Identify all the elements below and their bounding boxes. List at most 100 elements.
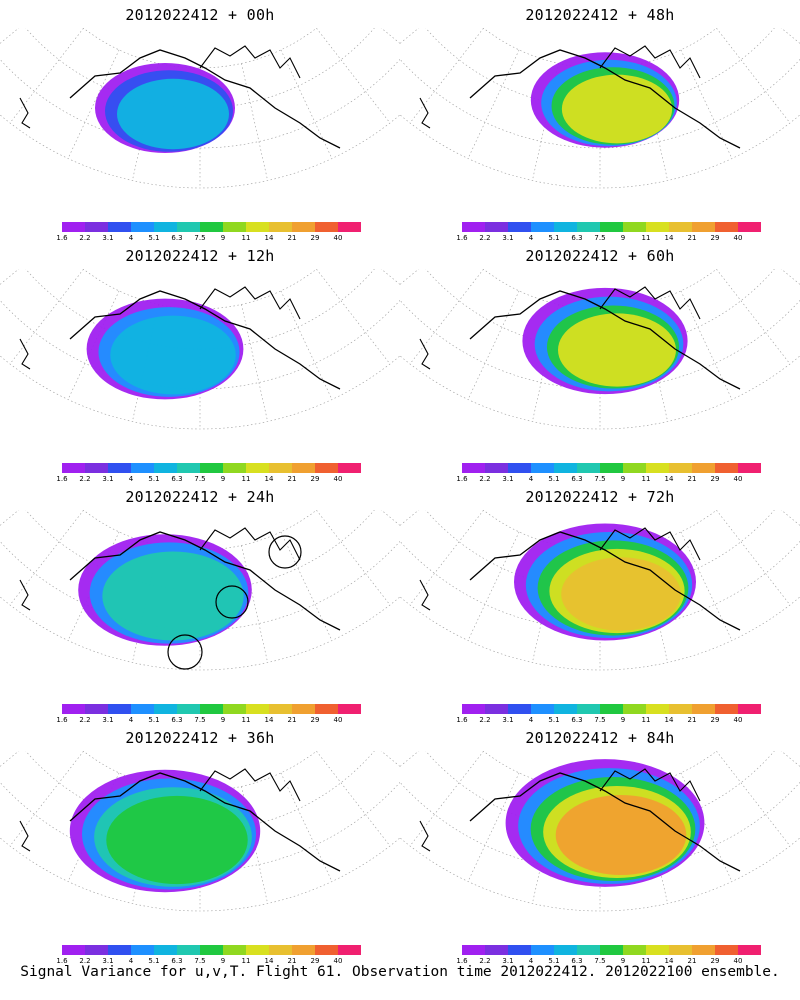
colorbar-tick-label: 21 [287, 475, 297, 483]
colorbar-swatch [531, 704, 554, 714]
colorbar-swatch [246, 222, 269, 232]
colorbar-swatch [246, 945, 269, 955]
colorbar: 1.6 2.2 3.1 4 5.1 6.3 7.5 9 11 14 21 29 40 [456, 945, 762, 969]
colorbar-tick-label: 9 [220, 716, 226, 724]
colorbar-tick-label: 5.1 [148, 234, 160, 242]
colorbar-tick-label: 11 [241, 475, 251, 483]
colorbar-swatch [108, 704, 131, 714]
colorbar: 1.6 2.2 3.1 4 5.1 6.3 7.5 9 11 14 21 29 40 [56, 704, 362, 728]
colorbar-swatch [338, 463, 361, 473]
colorbar-swatch [338, 222, 361, 232]
colorbar-swatch [200, 463, 223, 473]
colorbar-tick-label: 6.3 [171, 475, 183, 483]
colorbar-swatch [200, 945, 223, 955]
colorbar-tick-label: 14 [264, 957, 274, 965]
colorbar-swatch [269, 463, 292, 473]
colorbar-swatch [269, 945, 292, 955]
colorbar-swatch [108, 463, 131, 473]
panel-title: 2012022412 + 48h [525, 6, 675, 24]
colorbar-swatch [508, 945, 531, 955]
colorbar-tick-label: 40 [333, 234, 343, 242]
map-panel: 2012022412 + 84h 1.6 2.2 3.1 4 5.1 6.3 7.5 9 11 14… [400, 723, 800, 965]
colorbar-swatch [646, 704, 669, 714]
colorbar-swatch [62, 222, 85, 232]
panel-title: 2012022412 + 00h [125, 6, 275, 24]
polar-map [0, 28, 400, 189]
colorbar-swatch [531, 463, 554, 473]
colorbar-tick-label: 40 [333, 716, 343, 724]
colorbar-swatch [485, 222, 508, 232]
colorbar-swatch [715, 463, 738, 473]
colorbar-tick-label: 7.5 [194, 716, 206, 724]
colorbar-swatch [315, 463, 338, 473]
colorbar-swatch [738, 222, 761, 232]
colorbar-swatch [246, 463, 269, 473]
colorbar-tick-label: 9 [220, 957, 226, 965]
colorbar-swatch [669, 222, 692, 232]
colorbar-tick-label: 29 [710, 234, 720, 242]
colorbar-swatch [508, 704, 531, 714]
colorbar-swatch [177, 222, 200, 232]
map-panel: 2012022412 + 72h 1.6 2.2 3.1 4 5.1 6.3 7.5 9 11 14… [400, 482, 800, 724]
colorbar-swatch [738, 463, 761, 473]
colorbar-swatch [623, 945, 646, 955]
colorbar-tick-label: 11 [241, 957, 251, 965]
colorbar-tick-label: 21 [687, 234, 697, 242]
colorbar-tick-label: 6.3 [571, 475, 583, 483]
colorbar-tick-label: 9 [620, 957, 626, 965]
colorbar-tick-label: 2.2 [479, 475, 491, 483]
colorbar-tick-label: 4 [128, 475, 134, 483]
colorbar-tick-label: 2.2 [479, 957, 491, 965]
colorbar-swatch [600, 222, 623, 232]
colorbar: 1.6 2.2 3.1 4 5.1 6.3 7.5 9 11 14 21 29 40 [56, 945, 362, 969]
colorbar-swatch [62, 463, 85, 473]
colorbar-tick-label: 21 [687, 475, 697, 483]
colorbar-swatch [531, 945, 554, 955]
colorbar-swatch [577, 463, 600, 473]
colorbar-tick-label: 29 [710, 716, 720, 724]
colorbar-tick-label: 7.5 [194, 475, 206, 483]
colorbar-tick-label: 29 [310, 234, 320, 242]
colorbar-tick-label: 7.5 [194, 234, 206, 242]
map-panel: 2012022412 + 60h 1.6 2.2 3.1 4 5.1 6.3 7.5 9 11 14… [400, 241, 800, 483]
colorbar-tick-label: 2.2 [479, 234, 491, 242]
colorbar-tick-label: 3.1 [102, 475, 114, 483]
colorbar-swatch [600, 704, 623, 714]
colorbar-swatch [462, 463, 485, 473]
colorbar-swatch [485, 945, 508, 955]
colorbar-swatch [85, 945, 108, 955]
colorbar-swatch [462, 945, 485, 955]
colorbar-tick-label: 40 [733, 475, 743, 483]
colorbar-swatch [554, 704, 577, 714]
colorbar-tick-label: 21 [287, 716, 297, 724]
colorbar-swatch [246, 704, 269, 714]
colorbar-tick-label: 40 [733, 234, 743, 242]
colorbar-swatch [462, 704, 485, 714]
colorbar-tick-label: 21 [287, 957, 297, 965]
colorbar-tick-label: 1.6 [456, 475, 468, 483]
colorbar-tick-label: 6.3 [171, 957, 183, 965]
colorbar-tick-label: 40 [333, 475, 343, 483]
colorbar-tick-label: 6.3 [571, 716, 583, 724]
colorbar-tick-label: 11 [641, 475, 651, 483]
polar-map [0, 510, 400, 671]
colorbar-swatch [108, 222, 131, 232]
map-panel: 2012022412 + 36h 1.6 2.2 3.1 4 5.1 6.3 7.5 9 11 14… [0, 723, 400, 965]
colorbar-swatch [292, 463, 315, 473]
map-panel: 2012022412 + 24h 1.6 2.2 3.1 4 5.1 6.3 7.5 9 11 14… [0, 482, 400, 724]
colorbar-swatch [85, 704, 108, 714]
colorbar-tick-label: 5.1 [548, 234, 560, 242]
colorbar-tick-label: 11 [241, 716, 251, 724]
colorbar-tick-label: 14 [664, 234, 674, 242]
panel-title: 2012022412 + 36h [125, 729, 275, 747]
colorbar-swatch [692, 945, 715, 955]
colorbar-swatch [131, 704, 154, 714]
colorbar-tick-label: 4 [128, 716, 134, 724]
colorbar-swatch [85, 463, 108, 473]
colorbar-tick-label: 1.6 [56, 716, 68, 724]
colorbar-tick-label: 1.6 [456, 716, 468, 724]
colorbar-swatch [315, 945, 338, 955]
colorbar-tick-label: 29 [710, 957, 720, 965]
colorbar-swatch [692, 222, 715, 232]
colorbar-swatch [292, 704, 315, 714]
